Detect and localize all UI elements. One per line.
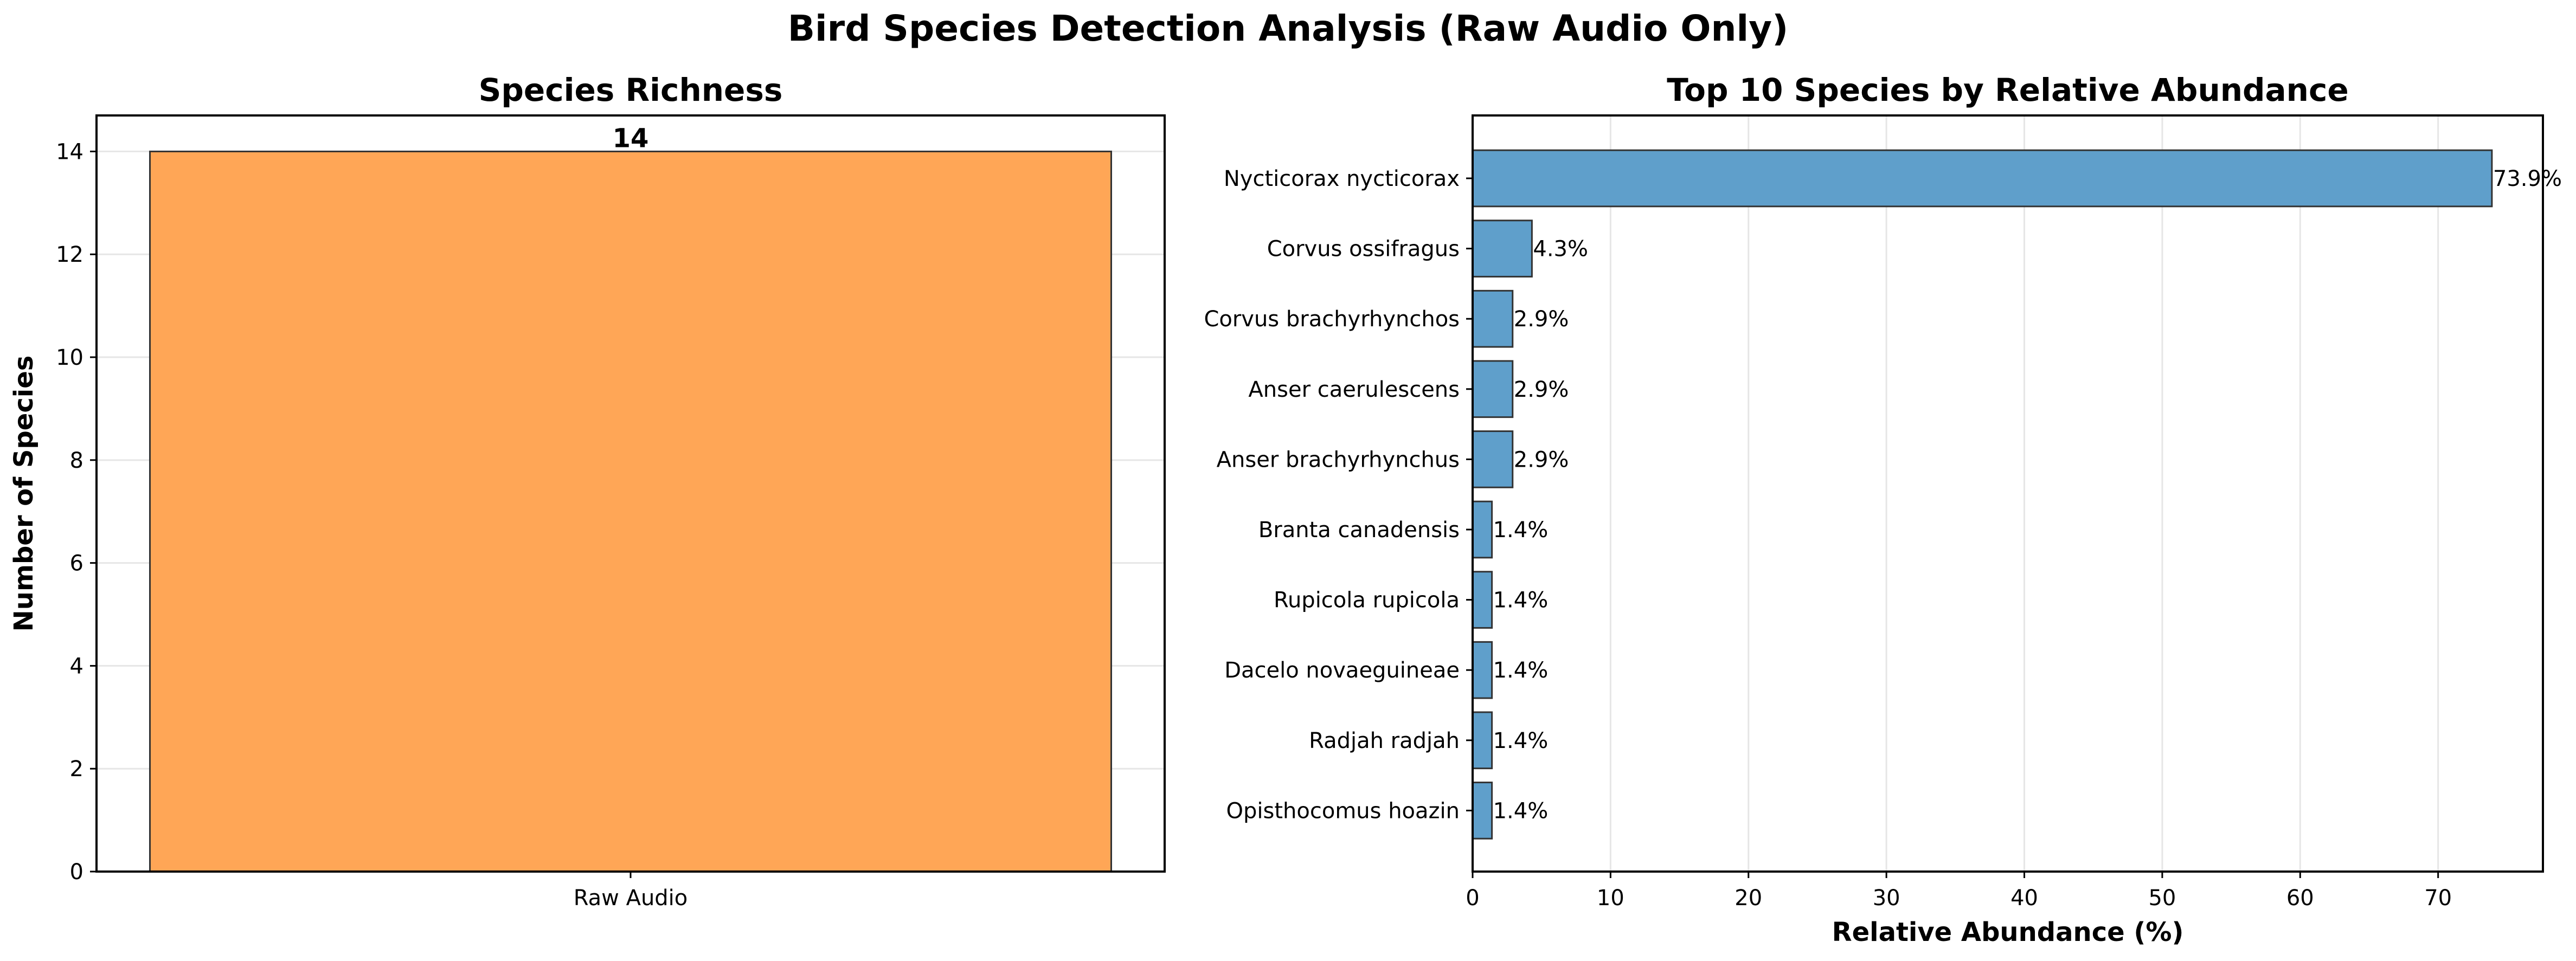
right-data-label: 2.9% — [1514, 447, 1569, 472]
right-xtick-label: 60 — [2286, 886, 2314, 911]
right-ytick-label: Dacelo novaeguineae — [1224, 658, 1460, 683]
right-x-ticks: 0 10 20 30 40 50 60 70 — [1466, 872, 2452, 911]
right-data-label: 1.4% — [1493, 798, 1549, 823]
richness-bar — [149, 150, 1112, 873]
abundance-bar — [1472, 711, 1493, 770]
left-ytick-label: 10 — [56, 345, 83, 370]
right-plot-frame — [1472, 114, 2544, 873]
right-data-label: 2.9% — [1514, 307, 1569, 332]
left-data-label: 14 — [613, 123, 649, 153]
right-gridlines — [1472, 115, 2439, 872]
left-ytick-label: 6 — [70, 551, 83, 576]
abundance-bar — [1472, 500, 1493, 559]
right-data-label: 1.4% — [1493, 588, 1549, 613]
abundance-bar — [1472, 571, 1493, 629]
left-ytick-label: 0 — [70, 860, 83, 885]
right-xtick-label: 50 — [2148, 886, 2176, 911]
species-richness-chart: 0 2 4 6 8 10 12 14 Raw Audio 14 Species Richnes… — [9, 72, 1166, 911]
abundance-bar — [1472, 289, 1514, 348]
left-y-axis-label: Number of Species — [9, 356, 39, 632]
relative-abundance-chart: 0 10 20 30 40 50 60 70 Nycticorax nycticorax Cor… — [1204, 72, 2562, 947]
right-xtick-label: 30 — [1873, 886, 1900, 911]
abundance-bar — [1472, 149, 2493, 208]
left-ytick-label: 4 — [70, 654, 83, 679]
right-data-label: 4.3% — [1533, 237, 1588, 262]
right-data-label: 1.4% — [1493, 658, 1549, 683]
abundance-bar — [1472, 782, 1493, 840]
right-ytick-label: Rupicola rupicola — [1274, 588, 1460, 613]
abundance-bar — [1472, 641, 1493, 699]
right-data-label: 1.4% — [1493, 728, 1549, 753]
right-xtick-label: 40 — [2010, 886, 2038, 911]
left-bars — [149, 150, 1112, 873]
right-x-axis-label: Relative Abundance (%) — [1832, 917, 2184, 947]
right-chart-title: Top 10 Species by Relative Abundance — [1667, 72, 2348, 108]
left-chart-title: Species Richness — [479, 72, 783, 108]
right-ytick-label: Radjah radjah — [1309, 728, 1460, 753]
right-ytick-label: Anser brachyrhynchus — [1217, 447, 1460, 472]
abundance-bar — [1472, 220, 1533, 278]
right-ytick-label: Corvus ossifragus — [1267, 237, 1460, 262]
right-ytick-label: Branta canadensis — [1258, 518, 1460, 543]
left-ytick-label: 2 — [70, 757, 83, 782]
right-data-label: 73.9% — [2493, 166, 2562, 191]
right-xtick-label: 20 — [1735, 886, 1762, 911]
right-ytick-label: Nycticorax nycticorax — [1224, 166, 1460, 191]
right-ytick-label: Corvus brachyrhynchos — [1204, 307, 1460, 332]
right-data-labels: 73.9% 4.3% 2.9% 2.9% 2.9% 1.4% 1.4% 1.4% 1.4% 1.4… — [1493, 166, 2562, 823]
abundance-bar — [1472, 360, 1514, 418]
right-xtick-label: 10 — [1597, 886, 1624, 911]
left-ytick-label: 12 — [56, 242, 83, 267]
right-xtick-label: 0 — [1466, 886, 1479, 911]
left-ytick-label: 8 — [70, 448, 83, 473]
left-ytick-label: 14 — [56, 139, 83, 164]
right-data-label: 1.4% — [1493, 518, 1549, 543]
right-y-ticks: Nycticorax nycticorax Corvus ossifragus Co… — [1204, 166, 1473, 823]
right-data-label: 2.9% — [1514, 377, 1569, 402]
figure-title: Bird Species Detection Analysis (Raw Aud… — [787, 8, 1789, 49]
right-xtick-label: 70 — [2424, 886, 2452, 911]
left-x-ticks: Raw Audio — [574, 872, 688, 911]
abundance-bar — [1472, 430, 1514, 488]
right-bars — [1472, 149, 2493, 840]
left-data-labels: 14 — [613, 123, 649, 153]
right-ytick-label: Anser caerulescens — [1248, 377, 1460, 402]
left-xtick-label: Raw Audio — [574, 886, 688, 911]
left-y-ticks: 0 2 4 6 8 10 12 14 — [56, 139, 97, 885]
right-ytick-label: Opisthocomus hoazin — [1226, 798, 1460, 823]
